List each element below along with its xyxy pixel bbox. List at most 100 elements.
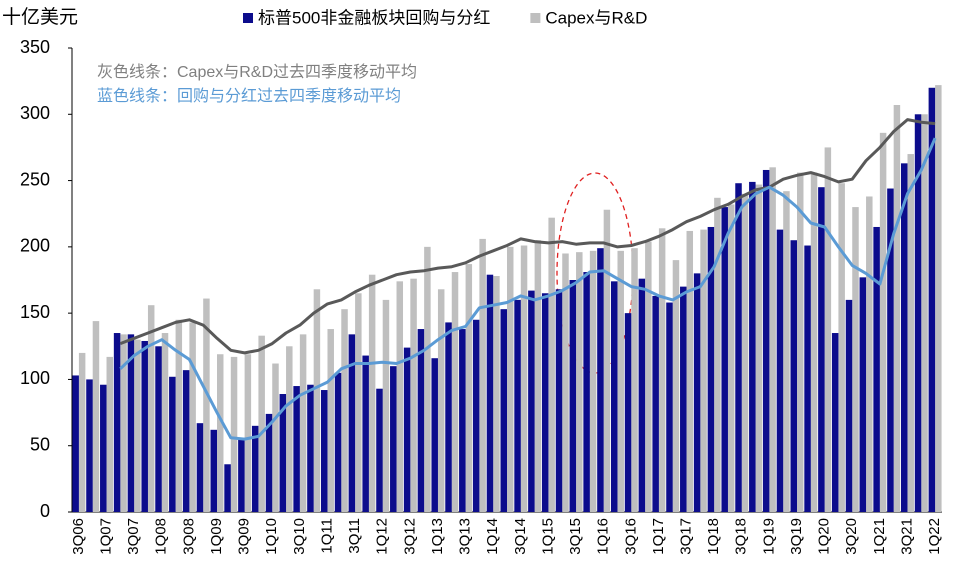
annotation: 蓝色线条：回购与分红过去四季度移动平均 xyxy=(97,87,401,105)
bar xyxy=(424,246,431,512)
bar xyxy=(645,241,652,512)
x-tick-label: 3Q08 xyxy=(180,518,197,555)
bar xyxy=(658,228,666,512)
bar xyxy=(307,384,314,512)
bar xyxy=(818,187,825,512)
bar xyxy=(838,183,845,513)
bar xyxy=(493,276,500,512)
bar xyxy=(693,273,701,512)
bar xyxy=(113,333,121,512)
y-tick-label: 150 xyxy=(20,302,50,322)
bar xyxy=(928,87,936,513)
x-tick-label: 3Q10 xyxy=(291,518,308,555)
bar xyxy=(900,163,908,512)
bar xyxy=(362,355,369,512)
x-tick-label: 1Q07 xyxy=(97,518,114,555)
bar xyxy=(866,196,873,513)
bar xyxy=(762,169,770,513)
x-tick-label: 3Q12 xyxy=(401,518,418,555)
x-tick-label: 3Q20 xyxy=(843,518,860,555)
bar xyxy=(203,298,210,512)
y-tick-label: 300 xyxy=(20,103,50,123)
x-tick-label: 1Q11 xyxy=(318,518,335,554)
bar xyxy=(189,322,196,512)
bar xyxy=(735,183,742,513)
bar xyxy=(617,250,624,512)
x-tick-label: 1Q12 xyxy=(374,518,391,555)
bar xyxy=(78,352,86,512)
x-tick-label: 3Q21 xyxy=(898,518,915,555)
bar xyxy=(589,250,597,512)
y-tick-label: 250 xyxy=(20,169,50,189)
bar xyxy=(714,197,721,512)
bar xyxy=(921,114,928,513)
bar xyxy=(873,226,880,512)
bar xyxy=(410,278,417,512)
bar xyxy=(707,226,715,512)
bar xyxy=(244,354,252,512)
bar xyxy=(638,278,646,512)
y-axis-label: 十亿美元 xyxy=(2,6,78,28)
y-tick-label: 350 xyxy=(20,37,50,57)
x-tick-label: 3Q07 xyxy=(125,518,142,555)
bar xyxy=(92,321,100,512)
x-tick-label: 1Q19 xyxy=(760,518,777,555)
bar xyxy=(459,329,466,512)
x-tick-label: 1Q16 xyxy=(595,518,612,555)
bar xyxy=(376,388,383,512)
bar xyxy=(548,217,555,513)
bar xyxy=(100,384,107,512)
bar xyxy=(700,229,707,512)
bar xyxy=(127,334,135,512)
x-tick-label: 3Q06 xyxy=(70,518,87,555)
bar xyxy=(824,147,832,512)
bar xyxy=(272,363,279,512)
bar xyxy=(507,246,514,512)
bar xyxy=(776,229,784,512)
bar xyxy=(327,329,334,512)
x-tick-label: 3Q19 xyxy=(788,518,805,555)
x-tick-label: 3Q13 xyxy=(457,518,474,555)
x-tick-label: 1Q08 xyxy=(153,518,170,555)
x-tick-label: 1Q17 xyxy=(650,518,667,555)
bar xyxy=(106,356,114,512)
bar xyxy=(680,286,687,512)
bar xyxy=(534,240,542,512)
bar xyxy=(603,209,611,513)
bar xyxy=(210,429,217,512)
y-tick-label: 0 xyxy=(40,501,50,521)
x-tick-label: 3Q11 xyxy=(346,518,363,554)
x-tick-label: 3Q17 xyxy=(677,518,694,555)
line xyxy=(119,137,937,441)
bar xyxy=(403,347,411,512)
bar xyxy=(576,252,583,512)
legend-swatch xyxy=(243,13,253,23)
bar xyxy=(368,274,376,512)
bar xyxy=(528,290,535,512)
bar xyxy=(217,354,224,512)
bar xyxy=(313,289,321,512)
bar xyxy=(562,253,569,512)
bar xyxy=(265,413,273,512)
bar xyxy=(299,334,307,512)
bar xyxy=(258,335,265,512)
y-tick-label: 50 xyxy=(30,434,50,454)
bar xyxy=(86,379,93,512)
x-tick-label: 1Q14 xyxy=(484,518,501,555)
line xyxy=(119,118,936,355)
legend-label: Capex与R&D xyxy=(545,8,647,27)
x-tick-label: 1Q20 xyxy=(816,518,833,555)
bar xyxy=(134,339,141,512)
bar xyxy=(721,207,728,513)
bar xyxy=(355,293,362,512)
bar xyxy=(831,333,839,512)
bar xyxy=(500,309,507,512)
bar xyxy=(666,302,673,512)
x-tick-label: 3Q16 xyxy=(622,518,639,555)
bar xyxy=(224,464,231,512)
bar xyxy=(893,105,901,513)
legend: 标普500非金融板块回购与分红 Capex与R&D xyxy=(243,8,647,27)
legend-swatch xyxy=(530,13,541,23)
bar xyxy=(230,356,238,512)
x-tick-label: 1Q13 xyxy=(429,518,446,555)
